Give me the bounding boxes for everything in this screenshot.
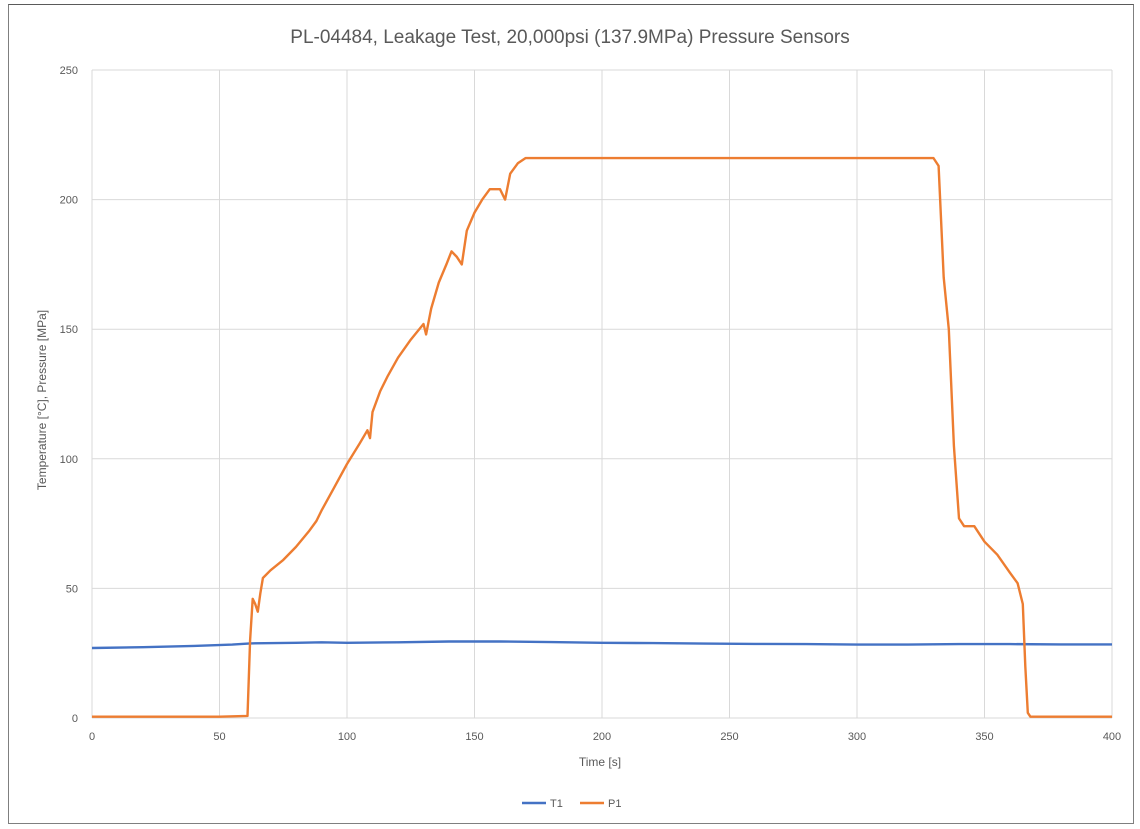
y-tick-label: 0 bbox=[72, 713, 78, 725]
chart-title: PL-04484, Leakage Test, 20,000psi (137.9… bbox=[290, 27, 849, 48]
legend-label-t1: T1 bbox=[550, 798, 563, 810]
y-ticks: 0 50 100 150 200 250 bbox=[60, 65, 78, 725]
series-lines bbox=[91, 156, 1112, 718]
series-line-p1 bbox=[92, 156, 1112, 718]
gridlines bbox=[91, 69, 1113, 719]
x-tick-label: 50 bbox=[213, 731, 225, 743]
x-tick-label: 100 bbox=[338, 731, 356, 743]
y-tick-label: 100 bbox=[60, 454, 78, 466]
x-ticks: 0 50 100 150 200 250 300 350 400 bbox=[89, 731, 1121, 743]
x-tick-label: 200 bbox=[593, 731, 611, 743]
chart-frame bbox=[8, 4, 1134, 824]
y-tick-label: 150 bbox=[60, 324, 78, 336]
y-axis-label: Temperature [°C], Pressure [MPa] bbox=[35, 310, 49, 490]
x-tick-label: 0 bbox=[89, 731, 95, 743]
x-tick-label: 300 bbox=[848, 731, 866, 743]
legend-label-p1: P1 bbox=[608, 798, 621, 810]
x-tick-label: 250 bbox=[720, 731, 738, 743]
y-tick-label: 250 bbox=[60, 65, 78, 77]
x-tick-label: 350 bbox=[975, 731, 993, 743]
x-tick-label: 150 bbox=[465, 731, 483, 743]
series-line-t1 bbox=[91, 640, 1112, 650]
x-tick-label: 400 bbox=[1103, 731, 1121, 743]
x-axis-label: Time [s] bbox=[579, 755, 621, 769]
y-tick-label: 200 bbox=[60, 195, 78, 207]
legend: T1 P1 bbox=[522, 798, 621, 810]
y-tick-label: 50 bbox=[66, 583, 78, 595]
